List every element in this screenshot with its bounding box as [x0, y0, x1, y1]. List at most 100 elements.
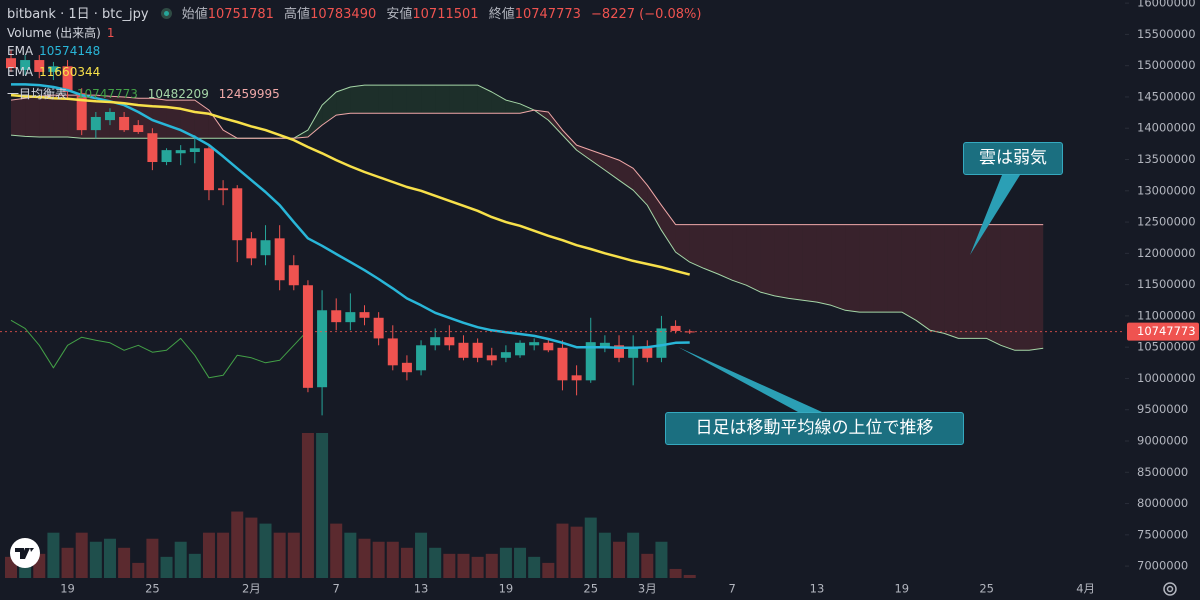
cloud-segment	[915, 224, 931, 331]
cloud-segment	[930, 224, 945, 334]
candle-body	[359, 312, 370, 318]
candle-body	[90, 116, 101, 131]
volume-bar	[514, 547, 527, 578]
cloud-segment	[194, 100, 209, 139]
volume-bar	[146, 538, 159, 578]
ohlc-label: 安値	[386, 7, 413, 22]
volume-bar	[584, 517, 597, 578]
cloud-segment	[53, 95, 68, 137]
legend-ema: EMA 11660344	[7, 65, 106, 79]
y-tick-label: 8000000	[1137, 496, 1188, 510]
x-tick-label: 13	[414, 582, 429, 596]
volume-bar	[627, 532, 640, 578]
candle-body	[557, 347, 568, 381]
x-tick-label: 7	[333, 582, 340, 596]
volume-bar	[542, 562, 555, 578]
volume-bar	[344, 532, 357, 578]
ohlc-value: 10751781	[207, 7, 274, 22]
y-tick-label: 12500000	[1137, 215, 1196, 229]
cloud-segment	[633, 168, 648, 206]
candle-body	[614, 345, 625, 358]
candle-body	[161, 150, 172, 163]
settings-icon[interactable]	[1163, 582, 1177, 596]
candle-body	[670, 325, 681, 331]
volume-bar	[231, 511, 244, 578]
ema-line	[11, 83, 690, 350]
x-tick-label: 25	[583, 582, 598, 596]
y-tick-label: 11000000	[1137, 308, 1196, 322]
volume-bar	[641, 553, 654, 578]
cloud-segment	[802, 224, 817, 303]
y-tick-label: 12000000	[1137, 246, 1196, 260]
candle-body	[331, 310, 342, 323]
y-tick-label: 7000000	[1137, 559, 1188, 573]
volume-bar	[259, 523, 272, 578]
volume-bar	[457, 553, 470, 578]
candle-body	[246, 238, 257, 259]
volume-bar	[471, 556, 484, 578]
candle-body	[175, 150, 186, 154]
cloud-segment	[760, 224, 775, 296]
volume-bar	[598, 532, 611, 578]
legend-name: EMA	[7, 44, 34, 58]
candle-body	[444, 337, 455, 346]
cloud-segment	[463, 85, 478, 114]
cloud-segment	[39, 95, 54, 137]
volume-bar	[655, 541, 668, 578]
volume-bar	[118, 547, 131, 578]
candle-body	[345, 312, 356, 323]
candle-body	[34, 60, 45, 72]
candle-body	[6, 58, 16, 69]
y-tick-label: 9000000	[1137, 434, 1188, 448]
cloud-segment	[944, 224, 959, 339]
volume-bar	[103, 538, 116, 578]
cloud-segment	[831, 224, 846, 311]
span-b-line	[10, 94, 1044, 226]
ema-line	[10, 93, 691, 276]
cloud-segment	[647, 185, 662, 231]
cloud-segment	[887, 224, 902, 313]
candle-body	[48, 66, 59, 72]
cloud-segment	[307, 105, 323, 137]
candle-body	[104, 111, 115, 121]
cloud-segment	[562, 130, 577, 151]
x-tick-label: 19	[60, 582, 75, 596]
candle-body	[147, 133, 158, 163]
legend-value: 1	[106, 26, 115, 40]
ohlc-value: 10711501	[412, 7, 479, 22]
volume-bar	[301, 433, 314, 578]
candle-body	[20, 60, 31, 71]
candle-body	[458, 342, 469, 358]
legend-value: 12459995	[218, 87, 280, 101]
cloud-segment	[350, 85, 365, 114]
candle-body	[189, 148, 200, 153]
x-tick-label: 4月	[1076, 582, 1095, 596]
y-tick-label: 14500000	[1137, 89, 1196, 103]
cloud-segment	[845, 224, 860, 313]
x-tick-label: 25	[979, 582, 994, 596]
cloud-segment	[25, 96, 40, 137]
volume-bar	[316, 433, 329, 578]
cloud-segment	[590, 150, 605, 171]
change: −8227 (−0.08%)	[591, 7, 702, 22]
cloud-segment	[364, 85, 379, 114]
volume-bar	[683, 574, 696, 578]
cloud-segment	[1014, 224, 1030, 351]
x-tick-label: 7	[728, 582, 735, 596]
volume-bar	[499, 547, 512, 578]
y-tick-label: 13500000	[1137, 152, 1196, 166]
volume-bar	[47, 532, 60, 578]
cloud-segment	[491, 91, 506, 114]
volume-bar	[202, 532, 215, 578]
last-price-box	[1127, 322, 1199, 341]
cloud-segment	[972, 224, 987, 339]
header: bitbank · 1日 · btc_jpy 始値10751781 高値1078…	[7, 3, 707, 22]
cloud-segment	[746, 224, 761, 293]
y-tick-label: 9500000	[1137, 402, 1188, 416]
volume-bar	[386, 541, 399, 578]
cloud-segment	[703, 224, 718, 274]
candle-body	[486, 355, 497, 361]
volume-bar	[429, 547, 442, 578]
